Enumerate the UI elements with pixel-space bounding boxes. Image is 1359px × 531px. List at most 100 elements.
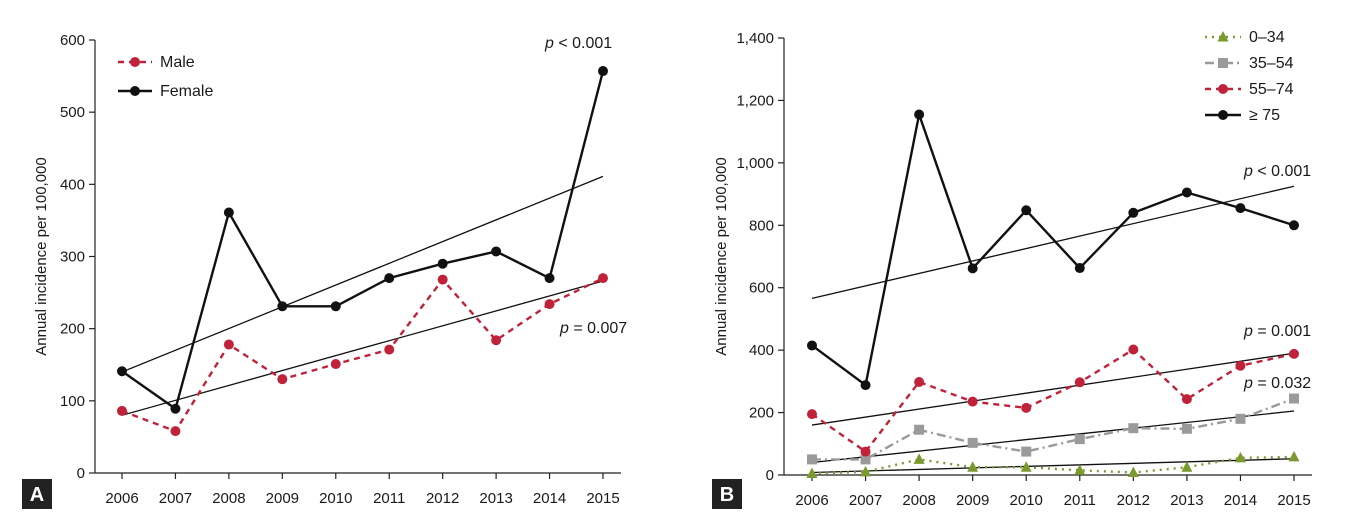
data-point [330,301,341,312]
data-point [967,263,978,274]
x-tick-label: 2015 [1277,492,1310,509]
x-tick-label: 2010 [319,490,352,507]
trend-line [811,458,1295,474]
series-2 [807,344,1299,457]
y-tick-label: 0 [766,467,774,484]
data-point [1021,205,1032,216]
data-point [1128,207,1139,218]
data-point [277,301,288,312]
series-0 [806,450,1300,478]
data-point [860,454,871,465]
series-line [812,397,1295,461]
data-point [544,299,555,310]
data-point [223,207,234,218]
data-point [806,467,818,478]
legend: 0–34 35–54 55–74 ≥ 75 [1205,29,1294,124]
data-point [1181,461,1193,472]
data-point [223,339,234,350]
legend-marker [1218,110,1228,120]
data-point [1074,263,1085,274]
y-tick-label: 300 [60,249,85,266]
y-tick-label: 1,200 [736,92,774,109]
data-point [170,426,181,437]
data-point [491,335,502,346]
x-tick-label: 2013 [1170,492,1203,509]
x-tick-label: 2012 [426,490,459,507]
data-point [1181,187,1192,198]
series-1 [117,66,608,414]
y-tick-label: 400 [60,176,85,193]
panel-badge [22,479,52,509]
y-axis-label: Annual incidence per 100,000 [713,157,730,356]
p-value-label: p < 0.001 [1243,163,1311,180]
y-tick-label: 200 [749,405,774,422]
x-tick-label: 2007 [159,490,192,507]
data-point [1021,446,1032,457]
x-tick-label: 2014 [533,490,566,507]
legend-label: 0–34 [1249,29,1285,46]
y-tick-label: 200 [60,321,85,338]
y-tick-label: 600 [60,32,85,49]
data-point [384,273,395,284]
x-tick-label: 2011 [373,490,405,507]
data-point [967,396,978,407]
data-point [1021,402,1032,413]
data-point [1127,466,1139,478]
x-tick-label: 2014 [1224,492,1257,509]
data-point [1128,344,1139,355]
x-tick-label: 2010 [1010,492,1043,509]
data-point [1289,220,1299,231]
x-tick-label: 2007 [849,492,882,509]
data-point [860,446,871,457]
series-3 [807,109,1299,391]
data-point [491,246,502,257]
data-point [170,403,181,414]
x-tick-label: 2011 [1064,492,1096,509]
legend-marker [130,57,140,67]
series-0 [117,273,608,437]
legend-marker [1218,58,1228,68]
trend-line [121,280,604,416]
data-point [384,344,395,355]
legend-marker [1218,84,1228,94]
y-tick-label: 800 [749,217,774,234]
data-point [117,366,127,377]
series-1 [807,393,1299,465]
data-point [1020,461,1032,472]
data-point [1235,203,1246,214]
data-point [1288,450,1300,462]
y-tick-label: 100 [60,393,85,410]
x-tick-label: 2015 [586,490,619,507]
trend-line [811,185,1295,299]
data-point [1128,423,1139,434]
y-axis-label: Annual incidence per 100,000 [33,157,50,356]
x-tick-label: 2006 [105,490,138,507]
y-tick-label: 600 [749,280,774,297]
data-point [807,409,817,420]
x-tick-label: 2009 [956,492,989,509]
p-value-label: p = 0.007 [559,320,627,337]
data-point [860,465,872,477]
panel-badge-label: B [720,484,734,506]
x-tick-label: 2008 [902,492,935,509]
legend-label: Male [160,54,195,71]
data-point [277,374,288,385]
data-point [1289,348,1299,359]
x-tick-label: 2013 [479,490,512,507]
data-point [598,273,608,284]
data-point [967,437,978,448]
data-point [967,461,979,472]
x-tick-label: 2012 [1117,492,1150,509]
trend-line [121,175,604,373]
data-point [1074,377,1085,388]
data-point [1234,451,1246,463]
data-point [437,274,448,285]
data-point [807,454,817,465]
panel-badge-label: A [30,484,44,506]
trend-line [811,352,1295,426]
legend-label: 55–74 [1249,81,1294,98]
p-value-label: p < 0.001 [544,35,612,52]
y-tick-label: 500 [60,104,85,121]
legend: Male Female [118,54,213,100]
x-tick-label: 2008 [212,490,245,507]
